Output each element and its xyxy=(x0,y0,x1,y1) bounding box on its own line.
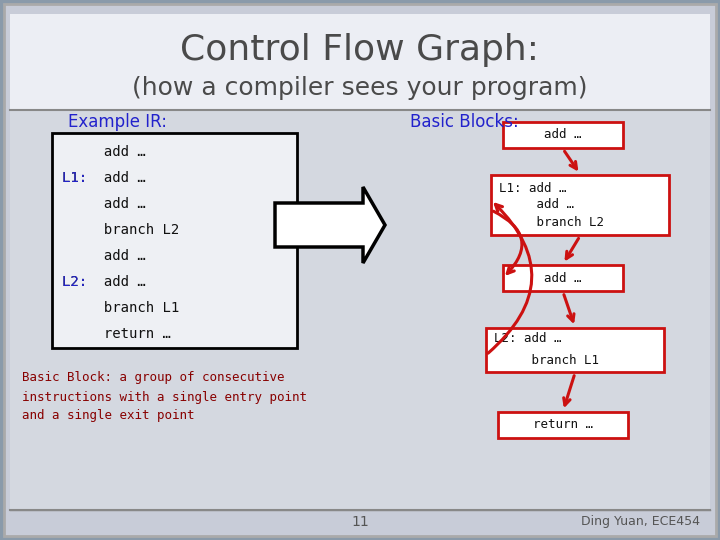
Text: instructions with a single entry point: instructions with a single entry point xyxy=(22,390,307,403)
Text: Example IR:: Example IR: xyxy=(68,113,167,131)
Text: L2:: L2: xyxy=(62,275,96,289)
Text: return …: return … xyxy=(533,418,593,431)
Text: add …: add … xyxy=(499,199,574,212)
Text: L1:  add …: L1: add … xyxy=(62,171,145,185)
Text: add …: add … xyxy=(62,197,145,211)
Text: branch L2: branch L2 xyxy=(499,215,604,228)
Polygon shape xyxy=(275,187,385,263)
Text: and a single exit point: and a single exit point xyxy=(22,409,194,422)
Text: branch L2: branch L2 xyxy=(62,223,179,237)
FancyBboxPatch shape xyxy=(503,265,623,291)
Text: add …: add … xyxy=(544,129,582,141)
FancyBboxPatch shape xyxy=(503,122,623,148)
Text: Control Flow Graph:: Control Flow Graph: xyxy=(181,33,539,67)
Text: add …: add … xyxy=(62,145,145,159)
Text: Basic Block: a group of consecutive: Basic Block: a group of consecutive xyxy=(22,372,284,384)
FancyBboxPatch shape xyxy=(10,14,710,110)
FancyBboxPatch shape xyxy=(52,133,297,348)
Text: L1: add …: L1: add … xyxy=(499,181,567,194)
Text: L1:: L1: xyxy=(62,171,96,185)
FancyBboxPatch shape xyxy=(4,4,716,536)
Text: branch L1: branch L1 xyxy=(494,354,599,368)
Text: L2:  add …: L2: add … xyxy=(62,275,145,289)
FancyBboxPatch shape xyxy=(486,328,664,372)
Text: add …: add … xyxy=(544,272,582,285)
Text: (how a compiler sees your program): (how a compiler sees your program) xyxy=(132,76,588,100)
Text: add …: add … xyxy=(62,249,145,263)
FancyBboxPatch shape xyxy=(491,175,669,235)
Text: 11: 11 xyxy=(351,515,369,529)
Text: Ding Yuan, ECE454: Ding Yuan, ECE454 xyxy=(581,516,700,529)
Text: return …: return … xyxy=(62,327,171,341)
FancyBboxPatch shape xyxy=(10,110,710,510)
Text: branch L1: branch L1 xyxy=(62,301,179,315)
Text: L2: add …: L2: add … xyxy=(494,333,562,346)
FancyBboxPatch shape xyxy=(498,412,628,438)
Text: Basic Blocks:: Basic Blocks: xyxy=(410,113,518,131)
